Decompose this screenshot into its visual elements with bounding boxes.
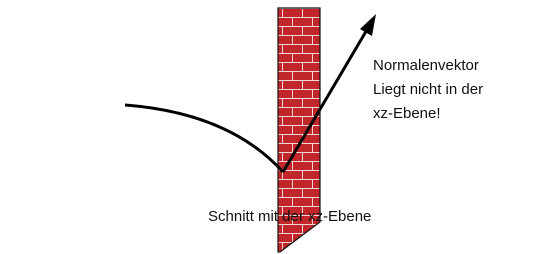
intersection-curve bbox=[125, 105, 283, 172]
annotation-line: Normalenvektor bbox=[373, 57, 479, 74]
annotation-line: Liegt nicht in der bbox=[373, 81, 483, 98]
annotation-line: xz-Ebene! bbox=[373, 105, 441, 122]
diagram: Normalenvektor Liegt nicht in der xz-Ebe… bbox=[0, 0, 533, 254]
annotation: Schnitt mit der xz-Ebene bbox=[208, 208, 371, 225]
arrow-head bbox=[360, 14, 376, 36]
